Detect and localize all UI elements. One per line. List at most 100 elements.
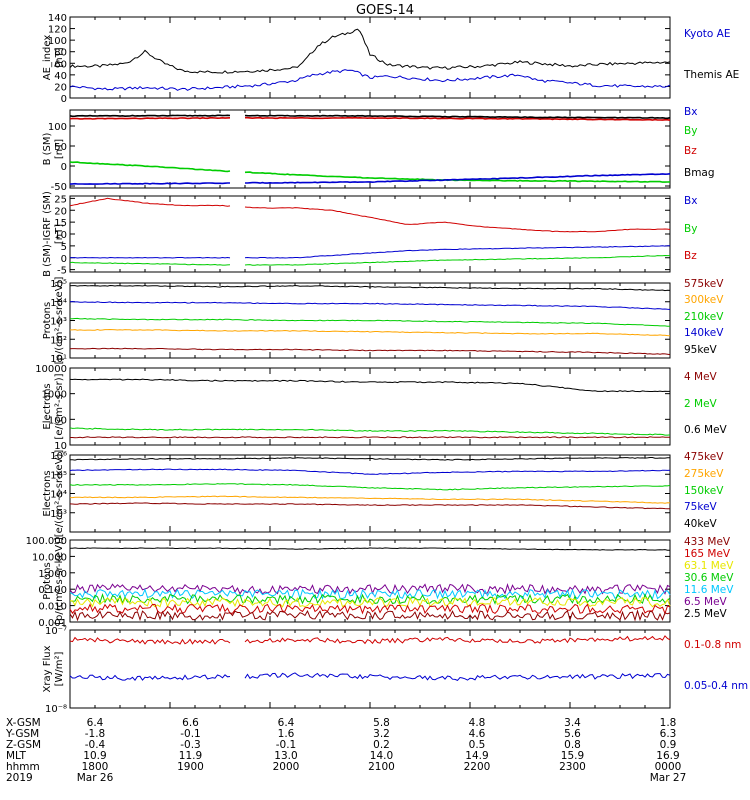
series-line-0-1-0-8-nm xyxy=(69,635,671,645)
ephemeris-value: 6.6 xyxy=(182,717,199,729)
series-line-433-mev xyxy=(69,609,671,622)
legend-entry: 0.6 MeV xyxy=(684,424,728,436)
y-tick-label: 50 xyxy=(54,142,67,153)
ephemeris-value: 0.2 xyxy=(373,739,390,751)
legend-entry: 0.05-0.4 nm xyxy=(684,680,748,692)
legend-entry: 11.6 MeV xyxy=(684,584,734,596)
legend-entry: 300keV xyxy=(684,294,724,306)
series-line-themis-ae xyxy=(69,28,671,74)
y-tick-label: 10⁻⁷ xyxy=(45,626,67,637)
y-axis-label: [p/(cm²-s-sr-keV)] xyxy=(54,277,65,365)
ephemeris-value: 10.9 xyxy=(83,750,106,762)
ephemeris-value: 6.4 xyxy=(87,717,104,729)
y-tick-label: 5 xyxy=(61,242,67,253)
ephemeris-value: 5.6 xyxy=(564,728,581,740)
ephemeris-value: -1.8 xyxy=(85,728,106,740)
ephemeris-value: 2300 xyxy=(559,761,586,773)
legend-entry: 30.6 MeV xyxy=(684,572,734,584)
series-line-475kev xyxy=(69,502,670,510)
series-line-bz xyxy=(69,197,671,233)
legend-entry: 475keV xyxy=(684,451,724,463)
panel-frame xyxy=(69,195,671,273)
y-tick-label: 10⁵ xyxy=(50,470,67,481)
ephemeris-row-label: hhmm xyxy=(6,761,40,773)
y-tick-label: 10⁴ xyxy=(50,298,67,309)
y-axis-label: [e/(cm²-s-sr-keV)] xyxy=(54,450,65,538)
ephemeris-value: 13.0 xyxy=(274,750,297,762)
series-line-575kev xyxy=(69,347,671,356)
legend-entry: 275keV xyxy=(684,468,724,480)
legend-entry: 2 MeV xyxy=(684,398,718,410)
y-tick-label: 100 xyxy=(48,36,67,47)
y-axis-label: Protons xyxy=(42,562,53,599)
y-tick-label: 10⁴ xyxy=(50,490,67,501)
series-line-kyoto-ae xyxy=(69,69,671,91)
panel-frame xyxy=(69,454,671,533)
y-tick-label: 10³ xyxy=(50,317,67,328)
ephemeris-value: 14.0 xyxy=(370,750,393,762)
series-line-0-05-0-4-nm xyxy=(69,672,671,682)
series-line-165-mev xyxy=(69,603,671,615)
y-axis-label: [p/(cm²-s-sr-keV)] xyxy=(54,537,65,625)
ephemeris-value: 14.9 xyxy=(465,750,488,762)
legend-entry: Bz xyxy=(684,145,697,157)
y-tick-label: 1.000 xyxy=(38,569,67,580)
plot-title: GOES-14 xyxy=(356,3,414,18)
ephemeris-value: 0.9 xyxy=(660,739,677,751)
legend-entry: Bmag xyxy=(684,167,715,179)
ephemeris-value: 4.8 xyxy=(469,717,486,729)
ephemeris-value: -0.4 xyxy=(85,739,106,751)
panel-frame xyxy=(69,539,671,623)
panel-xray: 10⁻⁸ 10⁻⁷ Xray Flux [W/m²] 0.1-0.8 nm 0.05-0.… xyxy=(42,626,748,715)
legend-entry: Themis AE xyxy=(683,69,739,81)
y-tick-label: 100.000 xyxy=(26,536,67,547)
y-tick-label: -5 xyxy=(57,266,67,277)
legend-entry: Bz xyxy=(684,250,697,262)
series-line-75kev xyxy=(69,468,671,475)
panel-protons_high: 0.001 0.010 0.100 1.000 10.000 100.000 Protons… xyxy=(26,536,735,629)
start-date-label: Mar 26 xyxy=(77,772,114,784)
ephemeris-row-label: Z-GSM xyxy=(6,739,41,751)
series-line-bx xyxy=(69,173,671,185)
ephemeris-value: 16.9 xyxy=(656,750,679,762)
series-line-bmag xyxy=(69,114,671,120)
legend-entry: 95keV xyxy=(684,344,718,356)
series-line-63-1-mev xyxy=(69,596,671,609)
y-tick-label: 0.010 xyxy=(38,602,67,613)
y-tick-label: 80 xyxy=(54,48,67,59)
ephemeris-row-label: MLT xyxy=(6,750,26,762)
series-line-by xyxy=(69,254,670,266)
ephemeris-value: 0000 xyxy=(655,761,682,773)
y-tick-label: 10000 xyxy=(35,364,67,375)
y-tick-label: -50 xyxy=(51,182,67,193)
y-tick-label: 15 xyxy=(54,218,67,229)
ephemeris-value: 2200 xyxy=(464,761,491,773)
y-tick-label: 10 xyxy=(54,230,67,241)
y-tick-label: 0.001 xyxy=(38,618,67,629)
legend-entry: By xyxy=(684,223,697,235)
y-tick-label: 120 xyxy=(48,25,67,36)
y-axis-label: B (SM) xyxy=(42,132,53,165)
y-tick-label: 20 xyxy=(54,206,67,217)
series-line-bz xyxy=(69,116,671,121)
series-line-40kev xyxy=(69,457,670,461)
ephemeris-value: 5.8 xyxy=(373,717,390,729)
series-line-30-6-mev xyxy=(69,592,671,605)
ephemeris-value: 1900 xyxy=(177,761,204,773)
series-line-11-6-mev xyxy=(69,588,671,601)
year-label: 2019 xyxy=(6,772,33,784)
y-tick-label: 10⁵ xyxy=(50,279,67,290)
y-tick-label: 10² xyxy=(50,335,67,346)
y-tick-label: 140 xyxy=(48,13,67,24)
ephemeris-value: 2000 xyxy=(273,761,300,773)
y-axis-label: Protons xyxy=(42,302,53,339)
legend-entry: 140keV xyxy=(684,327,724,339)
y-axis-label: B (SM)-IGRF (SM) xyxy=(42,191,53,277)
y-tick-label: 10³ xyxy=(50,509,67,520)
ephemeris-value: 1800 xyxy=(82,761,109,773)
ephemeris-value: 11.9 xyxy=(179,750,202,762)
